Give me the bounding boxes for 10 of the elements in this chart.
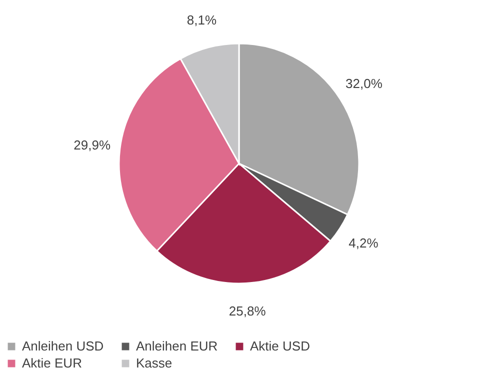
legend-label: Anleihen USD — [22, 338, 104, 354]
legend-label: Aktie USD — [250, 338, 310, 354]
legend-label: Kasse — [136, 356, 172, 370]
data-label: 32,0% — [346, 76, 383, 92]
legend-label: Anleihen EUR — [136, 338, 218, 354]
data-label: 8,1% — [186, 12, 217, 28]
data-label: 4,2% — [348, 236, 379, 251]
data-label: 29,9% — [74, 137, 111, 152]
data-label: 25,8% — [228, 303, 266, 318]
legend-label: Aktie EUR — [22, 356, 82, 370]
